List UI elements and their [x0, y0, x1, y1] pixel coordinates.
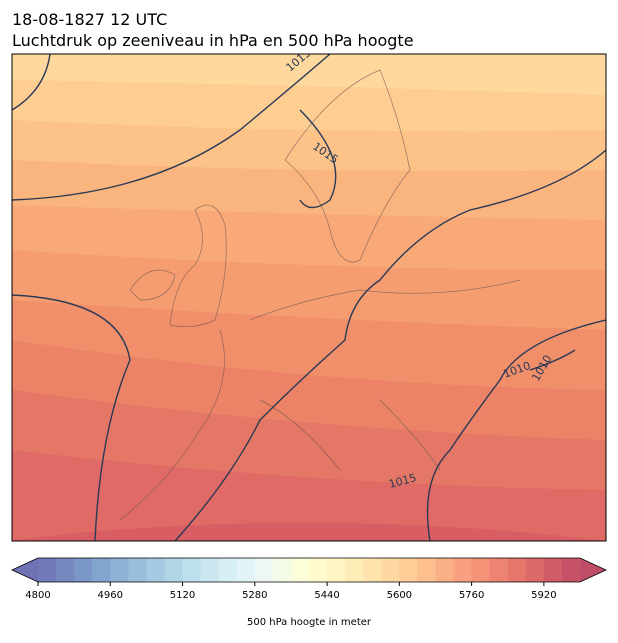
colorbar-segment: [146, 558, 165, 582]
colorbar-segment: [399, 558, 418, 582]
colorbar-tick-label: 5440: [314, 590, 339, 601]
colorbar-segment: [417, 558, 436, 582]
colorbar-segment: [110, 558, 129, 582]
colorbar-segment: [56, 558, 75, 582]
colorbar-segment: [471, 558, 491, 582]
map: 1015 1015 1010 1010 1015: [12, 54, 606, 541]
colorbar-segment: [218, 558, 238, 582]
colorbar: 4800 4960 5120 5280 5440 5600 5760 5920: [11, 557, 607, 601]
colorbar-segment: [453, 558, 473, 582]
colorbar-segment: [164, 558, 184, 582]
colorbar-tick-label: 5920: [531, 590, 556, 601]
colorbar-segment: [327, 558, 346, 582]
colorbar-segment: [525, 558, 545, 582]
colorbar-segment: [74, 558, 93, 582]
colorbar-tick-label: 5120: [170, 590, 195, 601]
colorbar-segment: [489, 558, 509, 582]
colorbar-segment: [38, 558, 57, 582]
colorbar-tick-label: 4960: [98, 590, 123, 601]
title-line: 18-08-1827 12 UTC: [12, 10, 167, 29]
colorbar-segment: [381, 558, 400, 582]
colorbar-tick-label: 5280: [242, 590, 267, 601]
colorbar-segment: [182, 558, 202, 582]
colorbar-segment: [363, 558, 382, 582]
colorbar-segment: [128, 558, 147, 582]
colorbar-segment: [309, 558, 328, 582]
colorbar-segment: [507, 558, 527, 582]
colorbar-segment: [200, 558, 220, 582]
title-line: Luchtdruk op zeeniveau in hPa en 500 hPa…: [12, 31, 414, 50]
colorbar-label: 500 hPa hoogte in meter: [247, 617, 372, 628]
colorbar-segment: [236, 558, 256, 582]
colorbar-segment: [92, 558, 111, 582]
map-frame: [11, 53, 607, 542]
colorbar-tick-label: 5760: [459, 590, 484, 601]
colorbar-extend: [580, 558, 606, 582]
colorbar-segment: [272, 558, 292, 582]
colorbar-segment: [254, 558, 274, 582]
colorbar-segment: [561, 558, 581, 582]
colorbar-segment: [543, 558, 563, 582]
colorbar-segment: [290, 558, 310, 582]
colorbar-segment: [435, 558, 455, 582]
colorbar-extend: [12, 558, 38, 582]
colorbar-tick-label: 5600: [387, 590, 412, 601]
colorbar-tick-label: 4800: [25, 590, 50, 601]
colorbar-outline: [11, 557, 607, 583]
colorbar-segment: [345, 558, 364, 582]
